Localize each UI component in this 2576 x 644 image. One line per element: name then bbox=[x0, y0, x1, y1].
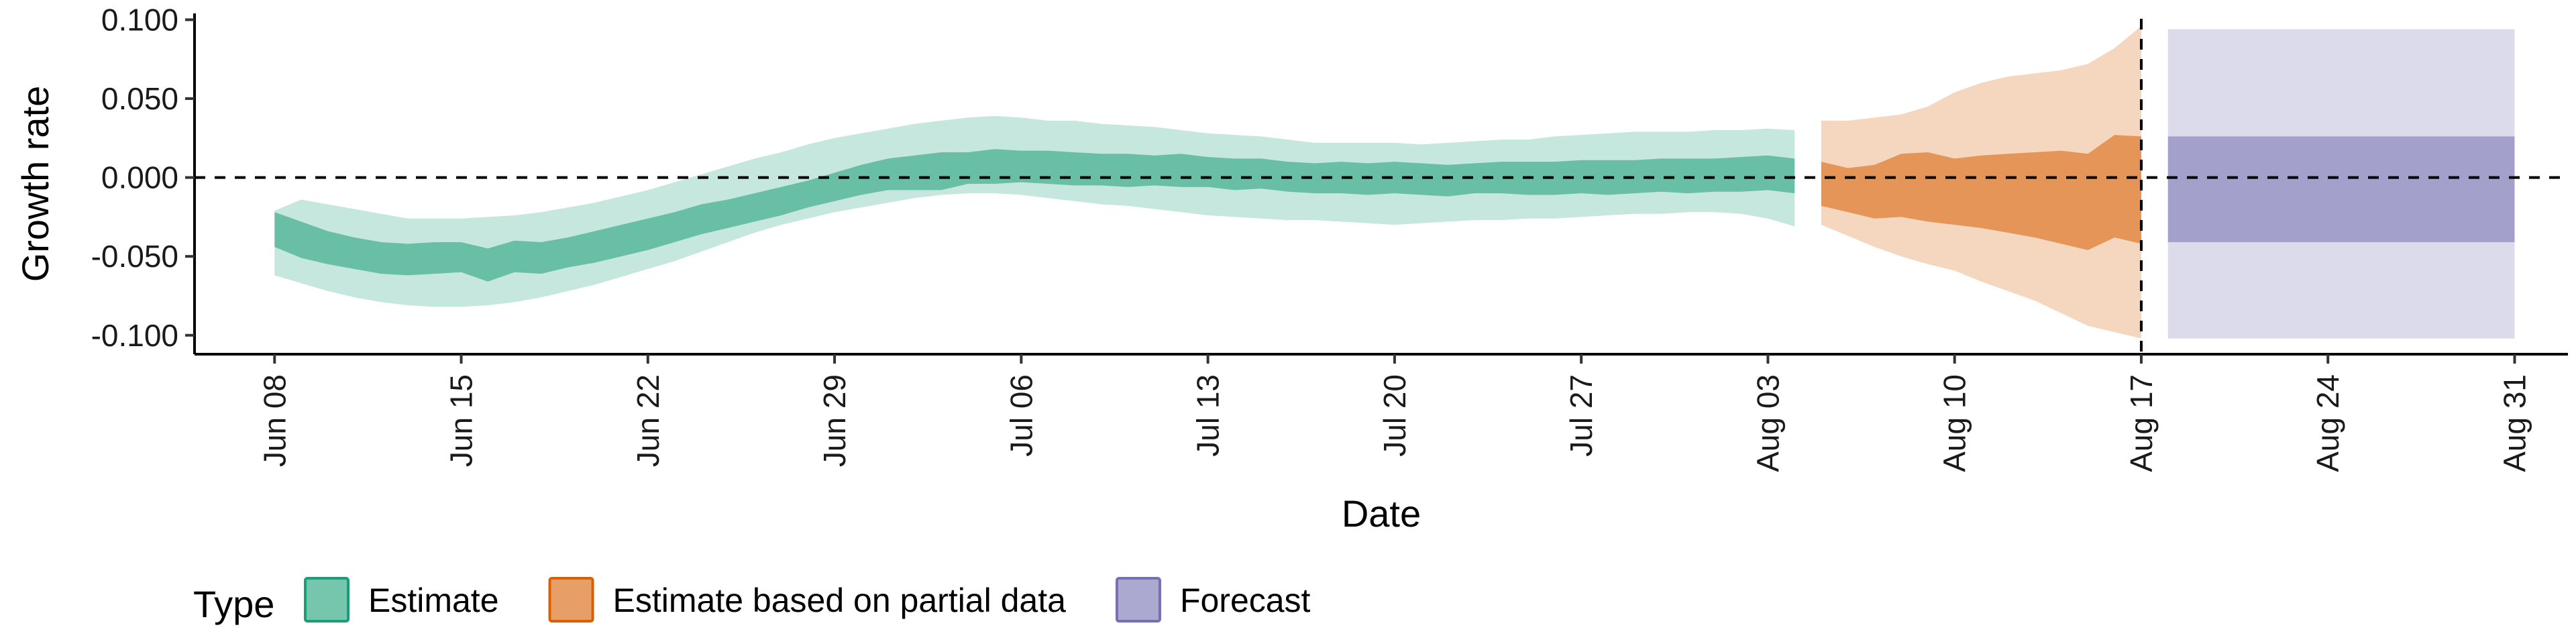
y-tick-label: -0.100 bbox=[91, 318, 178, 353]
x-tick-label: Jun 29 bbox=[817, 374, 852, 467]
x-tick-label: Jul 20 bbox=[1377, 374, 1412, 457]
y-tick-label: 0.100 bbox=[101, 2, 178, 37]
y-tick-label: -0.050 bbox=[91, 239, 178, 274]
legend-label-forecast: Forecast bbox=[1180, 582, 1311, 619]
x-axis-title: Date bbox=[1342, 492, 1421, 535]
legend-swatch-estimate bbox=[305, 578, 348, 621]
x-tick-label: Aug 03 bbox=[1750, 374, 1785, 472]
ribbon-layer bbox=[274, 26, 2514, 339]
x-tick-label: Jul 06 bbox=[1004, 374, 1038, 457]
x-tick-label: Aug 17 bbox=[2124, 374, 2159, 472]
legend-label-estimate: Estimate bbox=[368, 582, 499, 619]
y-ticks: -0.100 -0.050 0.000 0.050 0.100 bbox=[91, 2, 195, 352]
estimate-ribbon-90 bbox=[274, 116, 1794, 307]
legend: Type Estimate Estimate based on partial d… bbox=[193, 578, 1311, 625]
y-tick-label: 0.050 bbox=[101, 81, 178, 116]
legend-swatch-forecast bbox=[1117, 578, 1160, 621]
x-ticks: Jun 08 Jun 15 Jun 22 Jun 29 Jul 06 Jul 13 Jul … bbox=[257, 354, 2532, 472]
legend-label-estimate-based-on-partial-data: Estimate based on partial data bbox=[613, 582, 1067, 619]
x-tick-label: Aug 10 bbox=[1937, 374, 1972, 472]
y-axis-title: Growth rate bbox=[14, 86, 56, 282]
y-tick-label: 0.000 bbox=[101, 160, 178, 195]
legend-title: Type bbox=[193, 583, 274, 625]
forecast-ribbon-50 bbox=[2168, 136, 2515, 242]
x-tick-label: Jun 22 bbox=[631, 374, 665, 467]
legend-swatch-estimate-based-on-partial-data bbox=[550, 578, 593, 621]
x-tick-label: Jul 27 bbox=[1564, 374, 1599, 457]
x-tick-label: Jun 08 bbox=[257, 374, 292, 467]
x-tick-label: Jun 15 bbox=[444, 374, 479, 467]
x-tick-label: Aug 24 bbox=[2310, 374, 2345, 472]
x-tick-label: Jul 13 bbox=[1191, 374, 1226, 457]
x-tick-label: Aug 31 bbox=[2497, 374, 2532, 472]
